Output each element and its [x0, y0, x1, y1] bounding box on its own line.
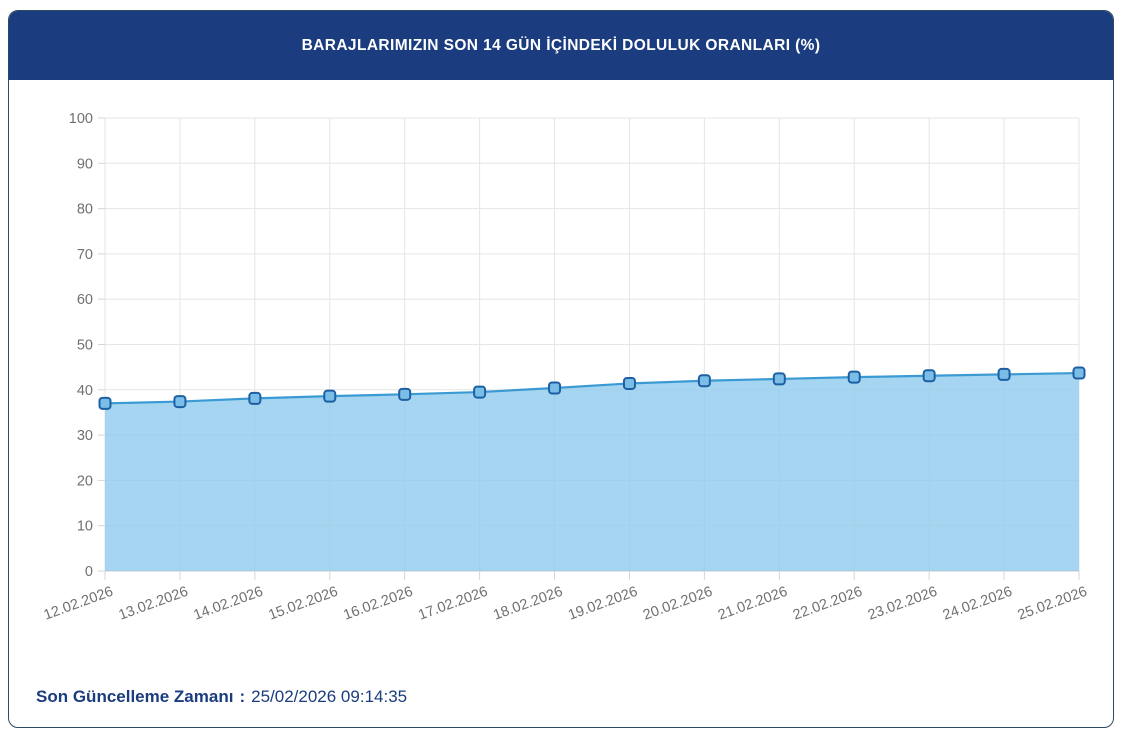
data-point-marker[interactable] [997, 367, 1011, 381]
data-point-marker[interactable] [323, 389, 337, 403]
x-axis-label: 13.02.2026 [117, 584, 191, 624]
x-axis-label: 20.02.2026 [641, 584, 715, 624]
data-point-marker[interactable] [697, 374, 711, 388]
data-point-marker[interactable] [398, 387, 412, 401]
dam-occupancy-chart: 0 10 20 30 40 50 60 70 80 90 100 12.02.2026 13.02.20… [42, 111, 1090, 624]
y-axis-label: 80 [77, 202, 93, 218]
x-axis-label: 15.02.2026 [266, 584, 340, 624]
data-point-marker[interactable] [847, 370, 861, 384]
report-card: BARAJLARIMIZIN SON 14 GÜN İÇİNDEKİ DOLUL… [8, 10, 1114, 728]
y-axis-label: 100 [69, 111, 93, 127]
x-axis-label: 19.02.2026 [566, 584, 640, 624]
data-point-marker[interactable] [473, 385, 487, 399]
x-axis-label: 24.02.2026 [941, 584, 1015, 624]
last-update-label: Son Güncelleme Zamanı [36, 687, 234, 706]
last-update-separator: : [239, 687, 246, 706]
x-axis-label: 25.02.2026 [1016, 584, 1090, 624]
data-point-marker[interactable] [922, 369, 936, 383]
data-point-marker[interactable] [772, 372, 786, 386]
x-axis-label: 22.02.2026 [791, 584, 865, 624]
y-axis-label: 50 [77, 338, 93, 354]
x-axis-label: 14.02.2026 [192, 584, 266, 624]
data-point-marker[interactable] [173, 395, 187, 409]
x-axis-label: 18.02.2026 [491, 584, 565, 624]
data-point-marker[interactable] [622, 376, 636, 390]
last-update: Son Güncelleme Zamanı:25/02/2026 09:14:3… [36, 687, 407, 707]
x-axis-label: 23.02.2026 [866, 584, 940, 624]
x-axis-label: 16.02.2026 [341, 584, 415, 624]
data-point-marker[interactable] [98, 396, 112, 410]
x-axis-label: 21.02.2026 [716, 584, 790, 624]
y-axis-label: 10 [77, 519, 93, 535]
area-series [105, 373, 1079, 571]
data-point-marker[interactable] [1072, 366, 1086, 380]
data-point-marker[interactable] [248, 391, 262, 405]
report-title: BARAJLARIMIZIN SON 14 GÜN İÇİNDEKİ DOLUL… [301, 36, 821, 54]
x-axis-label: 17.02.2026 [416, 584, 490, 624]
last-update-value: 25/02/2026 09:14:35 [251, 687, 408, 706]
y-axis-label: 70 [77, 247, 93, 263]
x-axis-label: 12.02.2026 [42, 584, 116, 624]
y-axis-label: 20 [77, 473, 93, 489]
y-axis-label: 90 [77, 156, 93, 172]
y-axis-label: 60 [77, 292, 93, 308]
line-series [104, 371, 1080, 405]
y-axis-label: 40 [77, 383, 93, 399]
data-point-marker[interactable] [548, 381, 562, 395]
report-header: BARAJLARIMIZIN SON 14 GÜN İÇİNDEKİ DOLUL… [9, 11, 1113, 80]
y-axis-label: 30 [77, 428, 93, 444]
y-axis-label: 0 [85, 564, 93, 580]
